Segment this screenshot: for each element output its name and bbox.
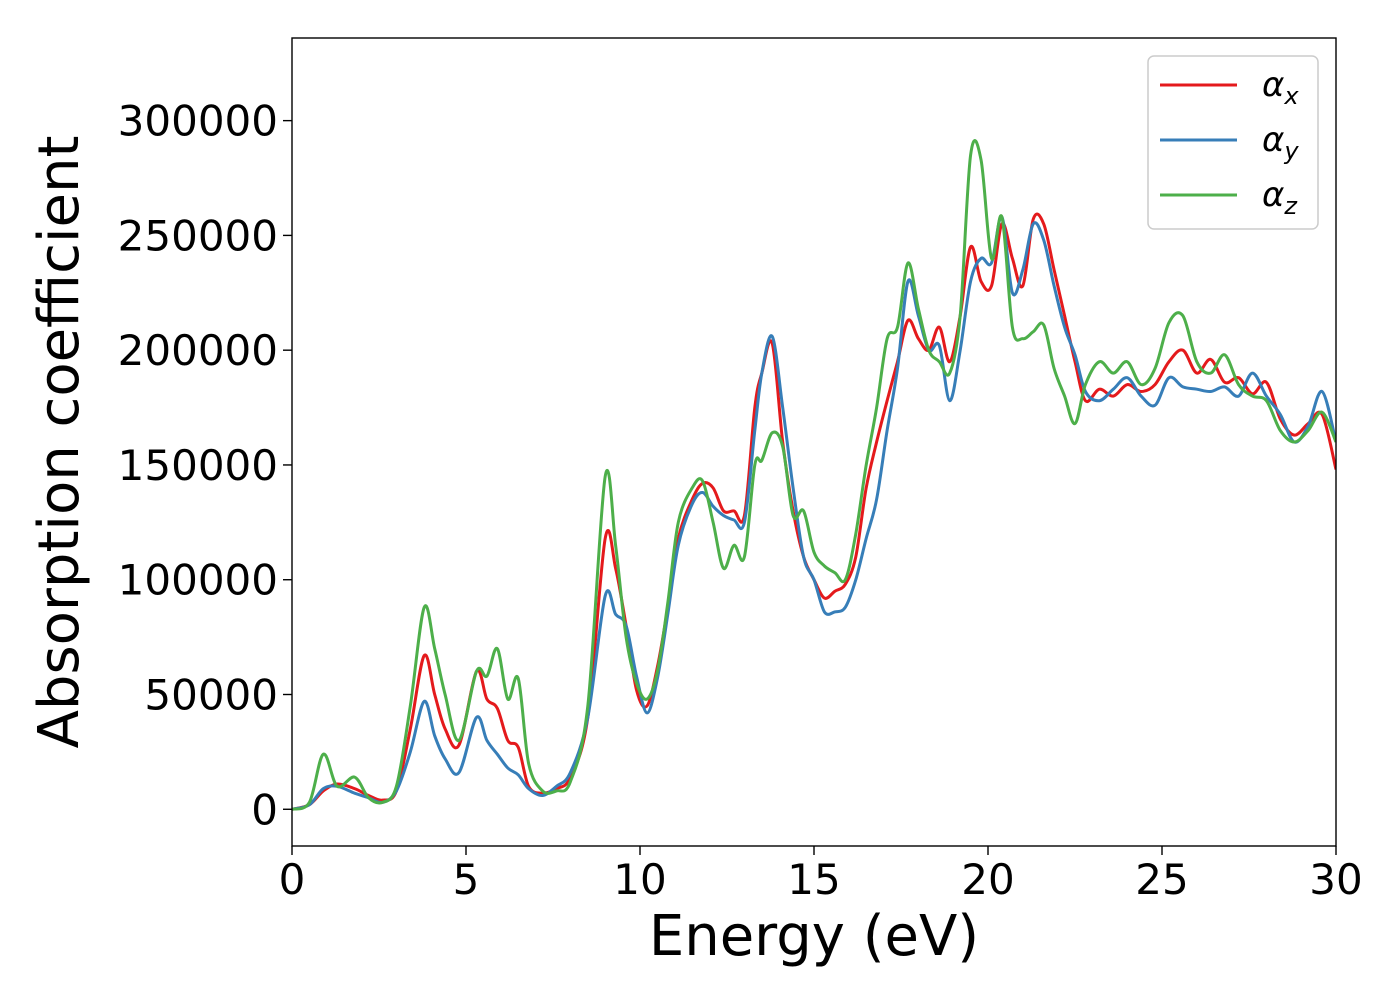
plot-area xyxy=(292,139,1336,811)
legend-label-y: αy xyxy=(1262,120,1299,165)
x-tick-label: 10 xyxy=(613,855,666,904)
y-tick-label: 150000 xyxy=(118,441,278,490)
series-line-z xyxy=(292,139,1336,811)
x-tick-label: 0 xyxy=(279,855,306,904)
legend-frame xyxy=(1147,55,1319,230)
x-axis-label: Energy (eV) xyxy=(649,904,979,969)
series-line-x xyxy=(292,212,1336,811)
x-tick-label: 5 xyxy=(453,855,480,904)
y-tick-label: 200000 xyxy=(118,326,278,375)
y-axis-label: Absorption coefficient xyxy=(27,136,92,749)
y-tick-label: 250000 xyxy=(118,211,278,260)
x-tick-label: 30 xyxy=(1309,855,1362,904)
x-tick-label: 15 xyxy=(787,855,840,904)
x-tick-label: 25 xyxy=(1135,855,1188,904)
y-axis-ticks: 0 50000 100000 150000 200000 250000 300000 xyxy=(118,97,292,834)
legend-label-z: αz xyxy=(1262,175,1298,220)
y-tick-label: 50000 xyxy=(144,671,278,720)
y-tick-label: 300000 xyxy=(118,97,278,146)
x-tick-label: 20 xyxy=(961,855,1014,904)
series-line-y xyxy=(292,215,1336,811)
legend: αx αy αz xyxy=(1147,55,1319,230)
legend-label-x: αx xyxy=(1262,65,1299,110)
x-axis-ticks: 0 5 10 15 20 25 30 xyxy=(279,846,1363,904)
y-tick-label: 100000 xyxy=(118,556,278,605)
y-tick-label: 0 xyxy=(251,785,278,834)
